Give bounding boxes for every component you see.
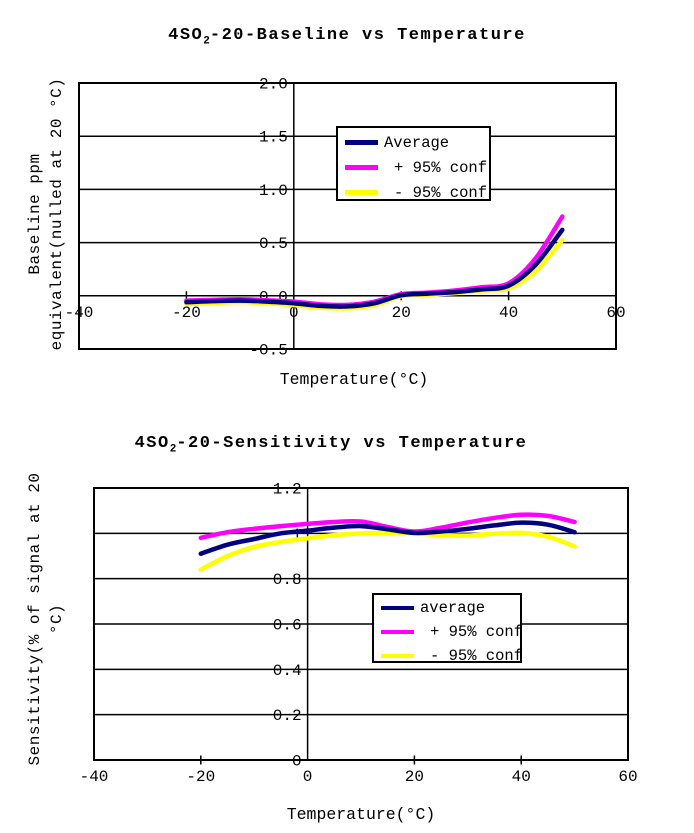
y-tick-label: 1 bbox=[292, 526, 302, 544]
title-subscript: 2 bbox=[169, 443, 177, 456]
legend-item-average: Average bbox=[338, 130, 489, 155]
y-tick-label: 0.4 bbox=[273, 662, 302, 680]
y-tick-label: 0.5 bbox=[259, 235, 288, 253]
x-tick-label: -20 bbox=[186, 768, 215, 786]
x-tick-label: 0 bbox=[303, 768, 313, 786]
sensitivity-chart-section: 4SO2-20-Sensitivity vs Temperature 1.2 1 0… bbox=[0, 417, 694, 833]
series-line-average bbox=[198, 520, 577, 556]
legend-label: + 95% conf bbox=[430, 623, 524, 641]
legend-label: average bbox=[420, 599, 486, 617]
sensitivity-x-axis-title: Temperature(°C) bbox=[286, 805, 436, 824]
y-tick-label: 0.8 bbox=[273, 571, 302, 589]
sensitivity-y-axis-title: Sensitivity(% of signal at 20 °C) bbox=[24, 449, 68, 789]
title-text: -20-Baseline vs Temperature bbox=[209, 26, 526, 45]
y-tick-label: 0.2 bbox=[273, 707, 302, 725]
sensitivity-chart-title: 4SO2-20-Sensitivity vs Temperature bbox=[0, 434, 678, 455]
legend-label: + 95% conf bbox=[394, 158, 488, 177]
legend-item-plus95: + 95% conf bbox=[374, 620, 524, 644]
baseline-chart-title: 4SO2-20-Baseline vs Temperature bbox=[0, 26, 694, 47]
title-subscript: 2 bbox=[203, 35, 210, 48]
y-tick-label: 1.2 bbox=[273, 481, 302, 499]
legend-item-average: average bbox=[374, 596, 520, 620]
y-tick-label: 1.5 bbox=[259, 129, 288, 147]
y-tick-label: 1.0 bbox=[259, 182, 288, 200]
title-text: 4SO bbox=[168, 26, 204, 45]
legend-item-minus95: - 95% conf bbox=[374, 644, 524, 668]
baseline-legend: Average + 95% conf - 95% conf bbox=[336, 126, 491, 202]
series-line-average bbox=[184, 227, 565, 309]
average-line-swatch bbox=[345, 140, 378, 145]
y-tick-label: 0 bbox=[292, 753, 302, 771]
legend-label: Average bbox=[384, 133, 450, 152]
plus95-line-swatch bbox=[381, 629, 414, 635]
y-axis-title-line: °C) bbox=[48, 603, 66, 635]
y-tick-label: 0.6 bbox=[273, 617, 302, 635]
sensitivity-legend: average + 95% conf - 95% conf bbox=[372, 593, 524, 665]
x-tick-label: -20 bbox=[172, 304, 201, 322]
title-text: -20-Sensitivity vs Temperature bbox=[176, 434, 528, 453]
x-tick-label: 40 bbox=[499, 304, 518, 322]
series-line--95-conf bbox=[198, 530, 577, 572]
x-tick-label: 60 bbox=[618, 768, 637, 786]
legend-item-minus95: - 95% conf bbox=[338, 180, 489, 205]
plus95-line-swatch bbox=[345, 165, 378, 170]
x-tick-label: -40 bbox=[80, 768, 109, 786]
legend-label: - 95% conf bbox=[430, 647, 524, 665]
y-tick-label: -0.5 bbox=[249, 342, 287, 360]
plot-border bbox=[93, 487, 629, 761]
plot-border bbox=[78, 82, 617, 350]
minus95-line-swatch bbox=[381, 653, 414, 659]
average-line-swatch bbox=[381, 605, 414, 611]
series-line--95-conf bbox=[184, 214, 565, 308]
x-tick-label: 20 bbox=[405, 768, 424, 786]
y-tick-label: 2.0 bbox=[259, 76, 288, 94]
legend-label: - 95% conf bbox=[394, 183, 488, 202]
title-text: 4SO bbox=[134, 434, 170, 453]
sensitivity-plot-area: 1.2 1 0.8 0.6 0.4 0.2 0 -40 -20 0 20 40 60 bbox=[80, 481, 638, 787]
x-tick-label: 20 bbox=[392, 304, 411, 322]
baseline-chart-section: 4SO2-20-Baseline vs Temperature 2.0 1.5 1.… bbox=[0, 0, 694, 416]
y-axis-title-line: Baseline ppm bbox=[26, 153, 44, 275]
baseline-x-axis-title: Temperature(°C) bbox=[279, 370, 429, 389]
x-tick-label: 40 bbox=[512, 768, 531, 786]
legend-item-plus95: + 95% conf bbox=[338, 155, 489, 180]
y-axis-title-line: Sensitivity(% of signal at 20 bbox=[26, 472, 44, 766]
minus95-line-swatch bbox=[345, 190, 378, 195]
baseline-y-axis-title: Baseline ppm equivalent(nulled at 20 °C) bbox=[24, 54, 68, 374]
y-axis-title-line: equivalent(nulled at 20 °C) bbox=[48, 77, 66, 351]
